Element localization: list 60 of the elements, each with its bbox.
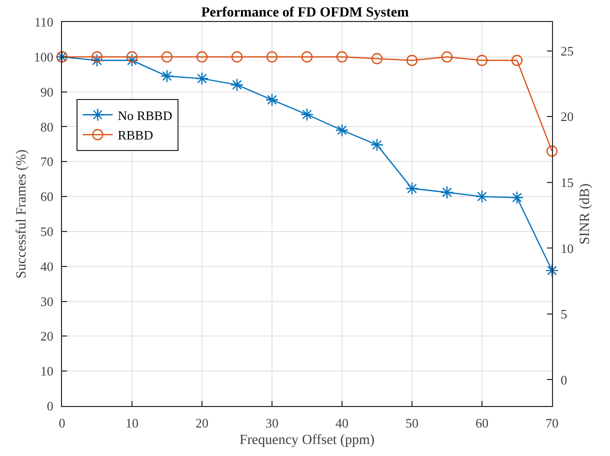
point: [441, 51, 453, 63]
chart-title: Performance of FD OFDM System: [201, 6, 410, 21]
point: [335, 124, 349, 137]
y-tick-label: 90: [40, 84, 54, 100]
point: [440, 186, 454, 199]
y-tick-label: 70: [40, 154, 54, 170]
y-tick-label: 20: [40, 328, 54, 344]
point: [511, 54, 523, 66]
point: [160, 70, 174, 83]
y2-tick-label: 15: [560, 174, 574, 190]
point: [91, 51, 103, 63]
x-tick-label: 0: [58, 416, 66, 431]
point: [301, 51, 313, 63]
point: [90, 54, 104, 67]
point: [231, 51, 243, 63]
x-tick-label: 60: [476, 416, 488, 431]
y2-tick-label: 25: [560, 43, 574, 58]
point: [546, 146, 558, 157]
point: [475, 190, 489, 204]
x-tick-label: 20: [196, 416, 208, 431]
legend-label: RBBD: [118, 128, 154, 143]
point: [230, 78, 244, 92]
y2-axis-title: SINR (dB): [578, 183, 593, 245]
point: [125, 54, 139, 67]
point: [196, 51, 208, 63]
y-axis-title: Successful Frames (%): [14, 149, 30, 279]
y-tick-label: 40: [40, 258, 54, 274]
x-tick-label: 70: [546, 416, 558, 431]
y-tick-label: 110: [34, 14, 54, 30]
point: [405, 182, 419, 196]
legend-label: No RBBD: [118, 108, 172, 123]
y-tick-label: 100: [34, 49, 54, 64]
y2-tick-label: 20: [560, 109, 574, 124]
point: [161, 51, 173, 63]
point: [336, 51, 348, 63]
point: [126, 51, 138, 63]
point: [545, 264, 559, 278]
x-tick-label: 30: [266, 416, 278, 431]
point: [300, 108, 314, 122]
y-tick-label: 0: [46, 398, 54, 414]
y-tick-label: 50: [40, 224, 54, 239]
point: [195, 72, 209, 86]
x-axis-title: Frequency Offset (ppm): [239, 432, 375, 448]
x-tick-label: 50: [406, 416, 418, 431]
y-tick-label: 80: [40, 119, 54, 134]
point: [510, 190, 524, 204]
point: [406, 54, 418, 66]
point: [370, 138, 384, 152]
y-tick-label: 30: [40, 294, 54, 309]
point: [265, 93, 279, 106]
x-tick-label: 40: [336, 416, 348, 431]
point: [371, 53, 383, 64]
y-tick-label: 10: [40, 364, 54, 379]
point: [476, 54, 488, 66]
y2-tick-label: 0: [560, 372, 568, 388]
point: [266, 51, 278, 63]
y2-tick-label: 10: [560, 240, 574, 256]
y-tick-label: 60: [40, 189, 54, 204]
y2-tick-label: 5: [560, 306, 568, 322]
x-tick-label: 10: [126, 416, 138, 431]
